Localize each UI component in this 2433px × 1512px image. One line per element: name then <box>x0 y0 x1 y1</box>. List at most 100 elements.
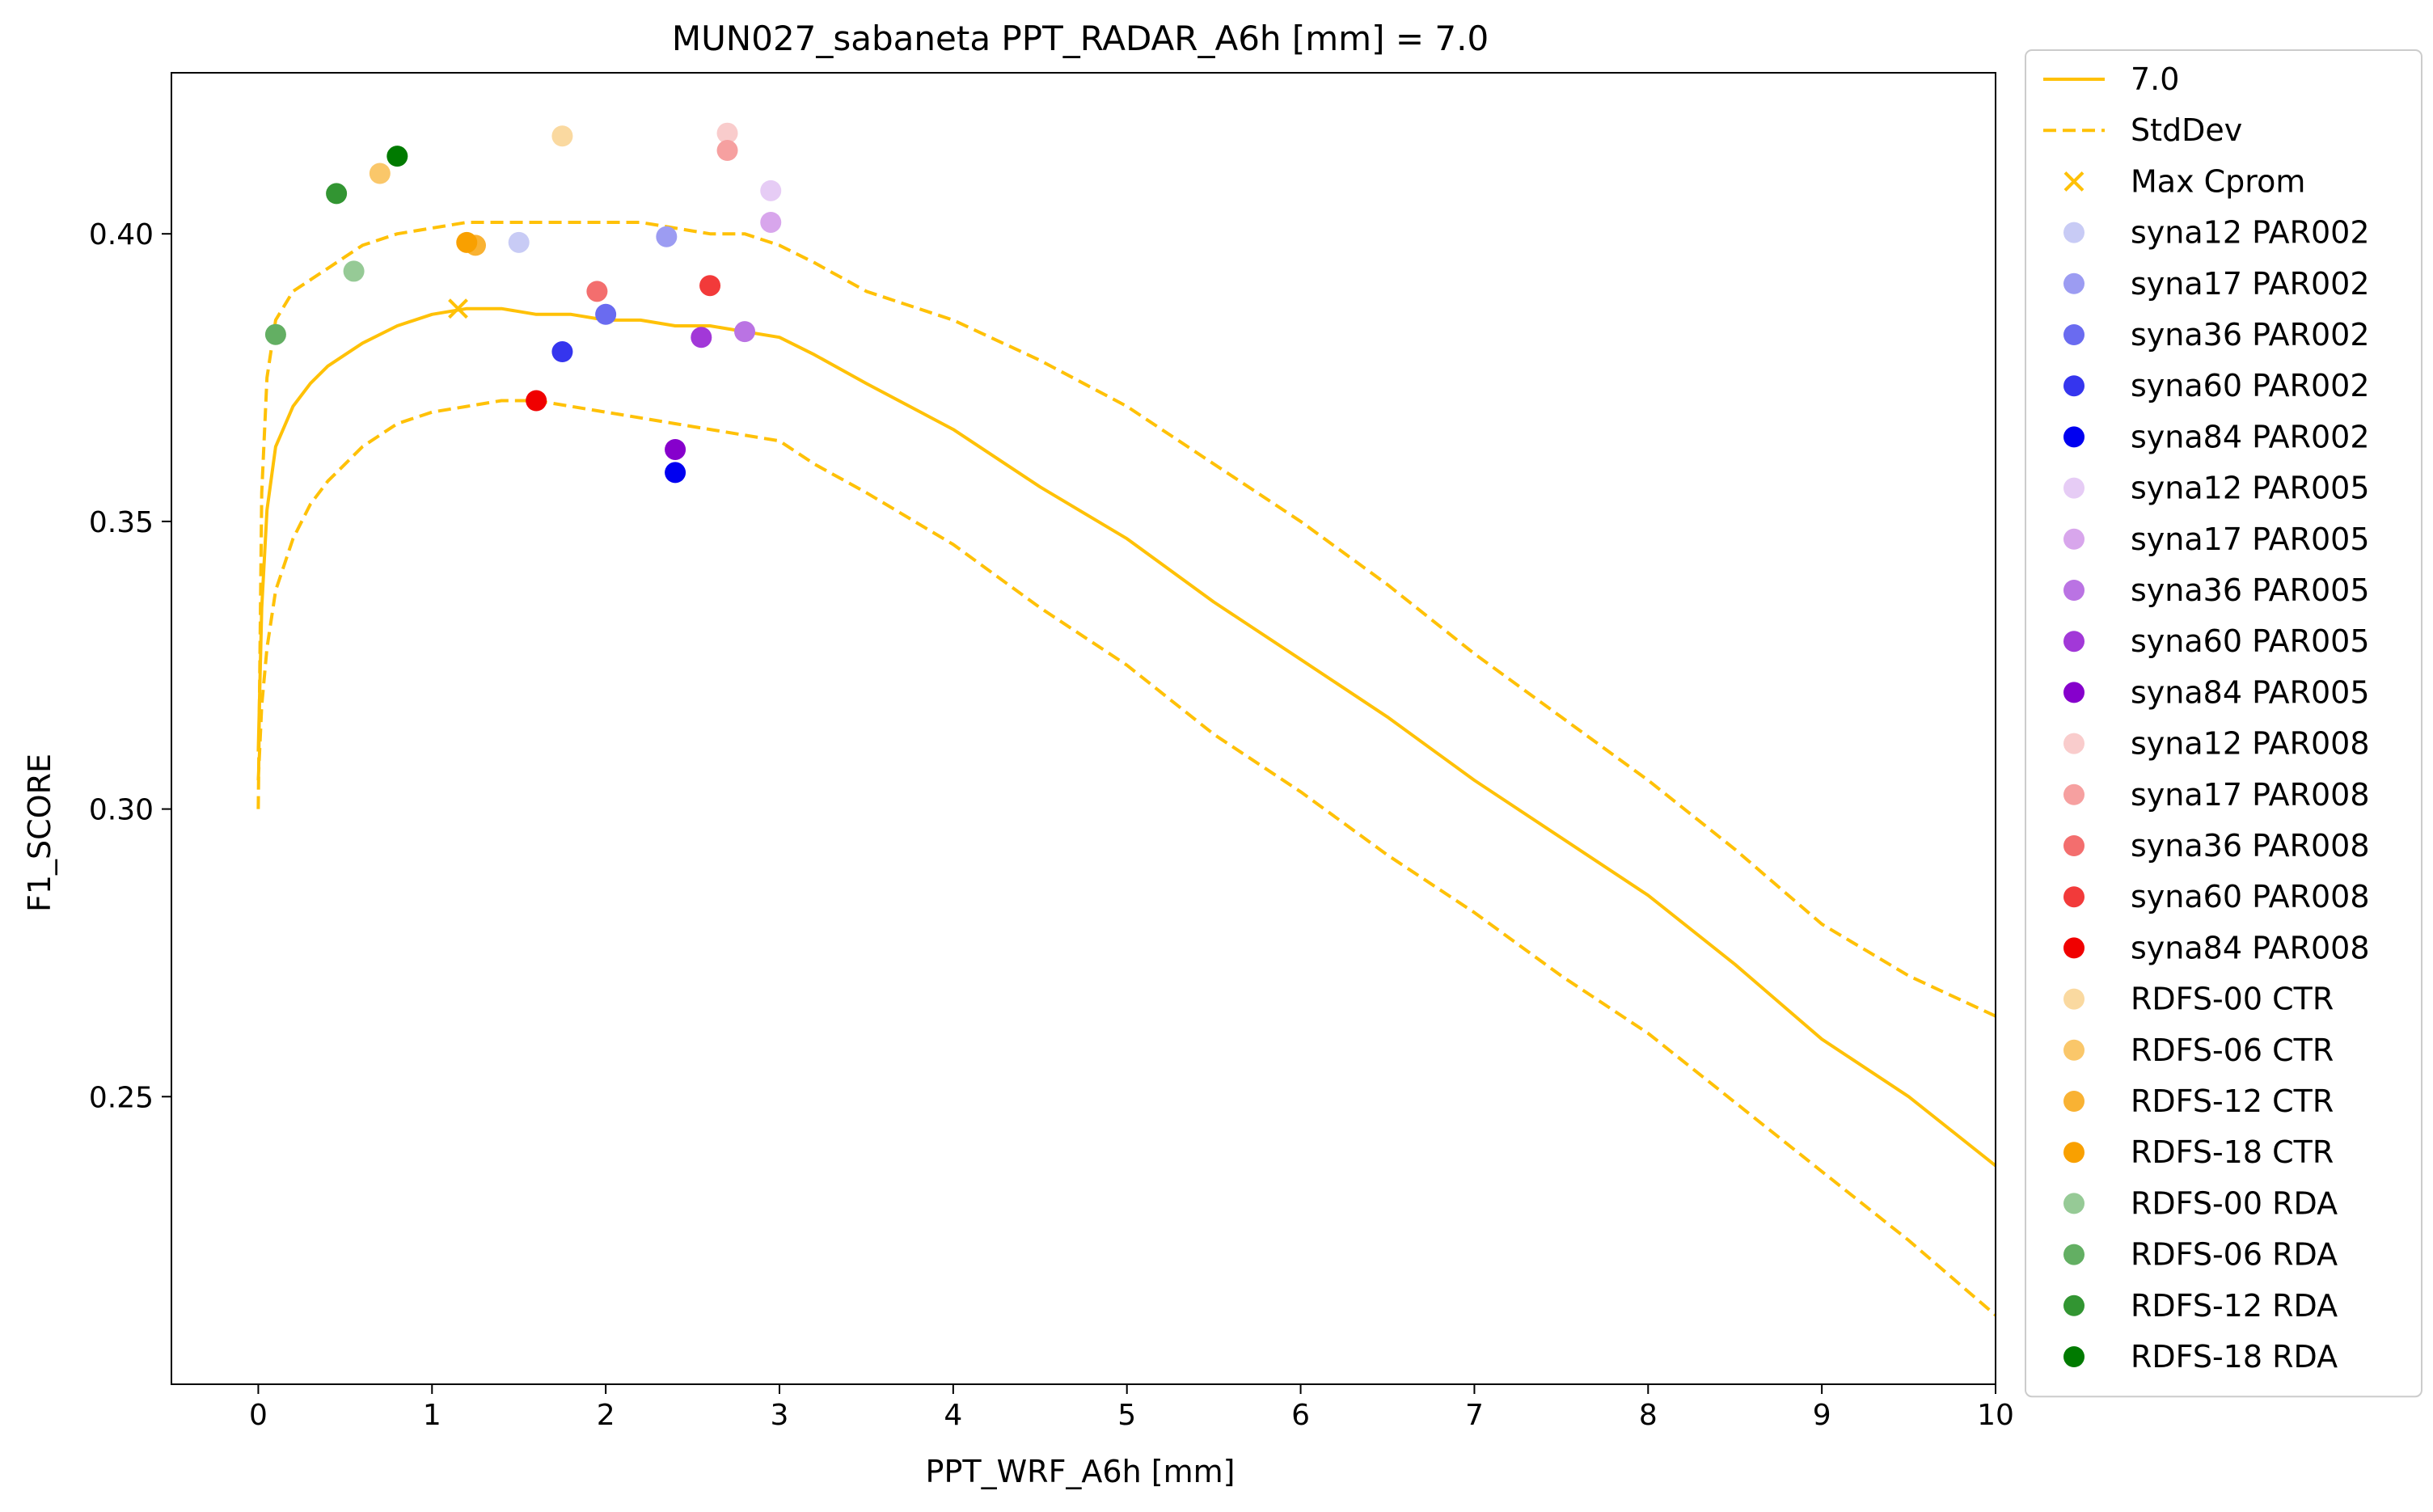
x-tick-label: 2 <box>597 1399 615 1432</box>
legend-swatch <box>2063 1244 2085 1265</box>
x-tick-label: 1 <box>423 1399 441 1432</box>
legend-label: StdDev <box>2131 112 2242 148</box>
x-tick-label: 5 <box>1117 1399 1136 1432</box>
plot-area <box>256 122 1997 1317</box>
legend-swatch <box>2063 682 2085 703</box>
legend-label: syna84 PAR008 <box>2131 930 2370 965</box>
scatter-point <box>586 281 608 302</box>
legend-swatch <box>2063 1346 2085 1367</box>
legend-swatch <box>2063 324 2085 345</box>
scatter-point <box>386 146 408 167</box>
legend-label: RDFS-06 RDA <box>2131 1237 2338 1273</box>
scatter-point <box>716 122 738 144</box>
legend-label: syna36 PAR005 <box>2131 572 2370 608</box>
legend-swatch <box>2063 426 2085 448</box>
legend-frame <box>2025 49 2422 1398</box>
x-tick-label: 3 <box>771 1399 789 1432</box>
legend-swatch <box>2063 835 2085 856</box>
legend-swatch <box>2063 733 2085 754</box>
x-tick-label: 4 <box>944 1399 962 1432</box>
scatter-point <box>369 163 391 184</box>
legend-label: syna12 PAR008 <box>2131 726 2370 762</box>
scatter-point <box>326 183 348 205</box>
legend-label: syna17 PAR002 <box>2131 266 2370 302</box>
y-tick-label: 0.40 <box>89 218 154 251</box>
legend-swatch <box>2063 222 2085 243</box>
legend-label: syna84 PAR002 <box>2131 419 2370 454</box>
scatter-point <box>264 323 286 345</box>
legend-label: syna84 PAR005 <box>2131 674 2370 710</box>
legend: 7.0 StdDev Max Cprom syna12 PAR002 syna17 PA… <box>2025 49 2422 1398</box>
legend-label: RDFS-18 RDA <box>2131 1339 2338 1375</box>
stddev-line <box>256 221 1996 1018</box>
legend-label: syna36 PAR002 <box>2131 317 2370 353</box>
x-tick-label: 9 <box>1813 1399 1831 1432</box>
x-tick-label: 6 <box>1291 1399 1310 1432</box>
axis-ticks: 0 1 2 3 4 5 6 7 8 9 10 0.25 0.30 0.35 0.40 <box>89 218 2014 1432</box>
legend-swatch <box>2063 580 2085 601</box>
scatter-point <box>716 140 738 162</box>
scatter-point <box>699 275 721 297</box>
y-tick-label: 0.30 <box>89 794 154 827</box>
legend-swatch <box>2063 1294 2085 1316</box>
legend-swatch <box>2063 171 2085 192</box>
scatter-point <box>665 462 686 484</box>
legend-label: syna12 PAR005 <box>2131 471 2370 506</box>
legend-label: RDFS-00 CTR <box>2131 982 2334 1017</box>
legend-swatch <box>2063 272 2085 294</box>
legend-swatch <box>2063 1091 2085 1112</box>
max-cprom-marker <box>448 298 468 319</box>
legend-swatch <box>2063 1142 2085 1164</box>
chart-title: MUN027_sabaneta PPT_RADAR_A6h [mm] = 7.0 <box>672 19 1489 58</box>
x-axis-label: PPT_WRF_A6h [mm] <box>926 1454 1236 1489</box>
legend-label: syna17 PAR008 <box>2131 777 2370 813</box>
scatter-point <box>508 231 530 253</box>
y-axis-label: F1_SCORE <box>22 754 57 912</box>
legend-label: RDFS-12 CTR <box>2131 1083 2334 1119</box>
legend-label: 7.0 <box>2131 61 2179 97</box>
scatter-point <box>526 390 547 412</box>
x-tick-label: 10 <box>1977 1399 2014 1432</box>
scatter-point <box>656 226 678 247</box>
legend-label: syna60 PAR005 <box>2131 623 2370 659</box>
legend-label: RDFS-18 CTR <box>2131 1134 2334 1170</box>
scatter-point <box>665 438 686 460</box>
stddev-line <box>256 399 1997 1317</box>
legend-swatch <box>2063 375 2085 397</box>
mean-line <box>256 306 1997 1168</box>
y-tick-label: 0.35 <box>89 506 154 539</box>
legend-swatch <box>2063 1039 2085 1061</box>
scatter-point <box>734 321 756 343</box>
legend-label: syna17 PAR005 <box>2131 522 2370 557</box>
y-tick-label: 0.25 <box>89 1081 154 1114</box>
legend-swatch <box>2063 937 2085 959</box>
legend-label: RDFS-12 RDA <box>2131 1288 2338 1324</box>
x-tick-label: 7 <box>1465 1399 1484 1432</box>
legend-swatch <box>2063 631 2085 653</box>
legend-swatch <box>2063 988 2085 1010</box>
x-tick-label: 8 <box>1639 1399 1658 1432</box>
scatter-point <box>760 211 782 233</box>
scatter-point <box>456 231 478 253</box>
x-tick-label: 0 <box>249 1399 268 1432</box>
legend-label: Max Cprom <box>2131 163 2305 199</box>
legend-label: RDFS-00 RDA <box>2131 1185 2338 1221</box>
legend-label: syna12 PAR002 <box>2131 215 2370 251</box>
scatter-point <box>595 303 617 325</box>
legend-label: RDFS-06 CTR <box>2131 1033 2334 1068</box>
scatter-point <box>343 260 365 282</box>
legend-swatch <box>2063 528 2085 550</box>
legend-swatch <box>2063 477 2085 499</box>
legend-swatch <box>2063 886 2085 908</box>
scatter-point <box>551 125 573 147</box>
legend-swatch <box>2063 783 2085 805</box>
legend-label: syna60 PAR002 <box>2131 368 2370 403</box>
scatter-point <box>551 341 573 363</box>
legend-swatch <box>2063 1193 2085 1214</box>
legend-label: syna60 PAR008 <box>2131 879 2370 914</box>
legend-label: syna36 PAR008 <box>2131 828 2370 864</box>
plot-frame <box>171 72 1996 1385</box>
scatter-point <box>691 327 712 348</box>
